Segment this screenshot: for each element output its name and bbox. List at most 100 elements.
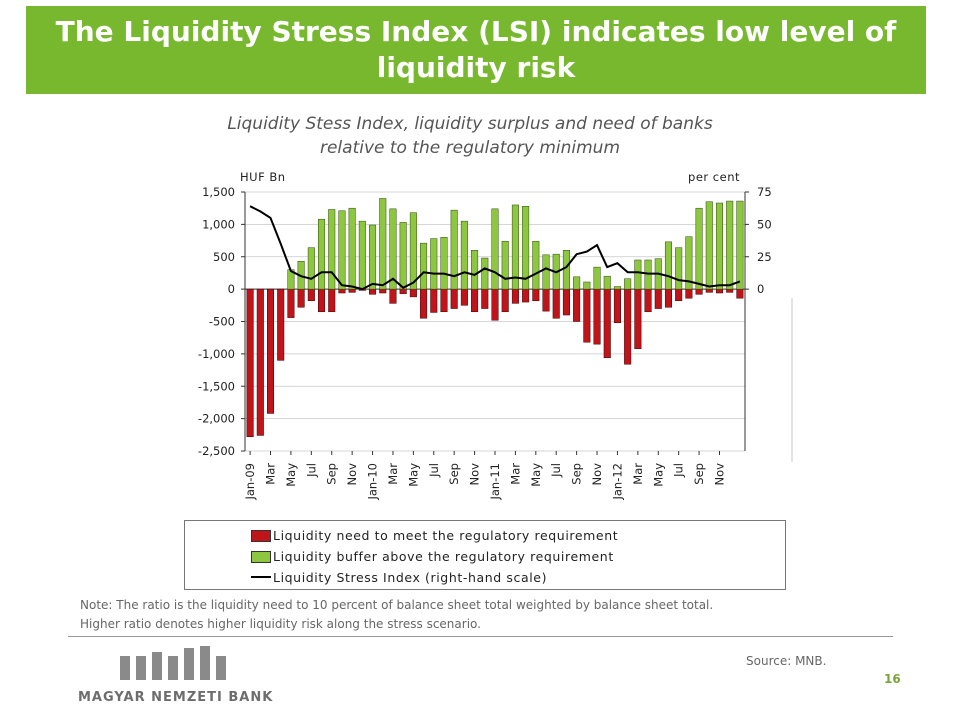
x-tick-label: Nov <box>713 463 727 486</box>
buffer-bar <box>715 202 724 290</box>
need-bar <box>624 288 632 365</box>
legend-swatch-buffer <box>251 551 271 563</box>
legend-item-lsi: Liquidity Stress Index (right-hand scale… <box>251 567 548 587</box>
need-bar <box>256 288 264 436</box>
buffer-bar <box>685 236 693 290</box>
need-bar <box>552 288 560 319</box>
need-bar <box>471 288 479 313</box>
lsi-chart: 1,5001,0005000-500-1,000-1,500-2,000-2,5… <box>198 170 793 501</box>
buffer-bar <box>542 254 550 290</box>
need-bar <box>338 288 346 294</box>
need-bar <box>297 288 305 308</box>
need-bar <box>654 288 662 309</box>
need-bar <box>481 288 489 309</box>
need-bar <box>246 288 254 438</box>
source-note: Source: MNB. <box>746 654 827 668</box>
mnb-logo: MAGYAR NEMZETI BANK <box>68 642 278 714</box>
x-tick-label: Sep <box>570 463 584 485</box>
buffer-bar <box>440 237 448 290</box>
x-tick-label: Mar <box>386 463 400 485</box>
need-bar <box>369 288 377 295</box>
buffer-bar <box>450 209 458 290</box>
legend-label-need: Liquidity need to meet the regulatory re… <box>273 527 619 543</box>
need-bar <box>389 288 397 304</box>
lsi-line <box>249 205 741 291</box>
footer-divider <box>68 636 893 637</box>
logo-text: MAGYAR NEMZETI BANK <box>78 690 274 705</box>
need-bar <box>573 288 581 322</box>
buffer-bar <box>369 224 377 290</box>
need-bar <box>685 288 693 299</box>
x-tick-label: Sep <box>447 463 461 485</box>
x-tick-label: May <box>406 463 420 487</box>
x-tick-label: Mar <box>631 463 645 485</box>
buffer-bar <box>328 209 336 290</box>
left-tick-label: -2,000 <box>198 412 235 426</box>
buffer-bar <box>634 259 642 290</box>
x-tick-label: Nov <box>345 463 359 486</box>
need-bar <box>593 288 601 345</box>
note-line-1: Note: The ratio is the liquidity need to… <box>80 598 714 612</box>
chart-note: Note: The ratio is the liquidity need to… <box>80 596 880 634</box>
x-tick-label: Jul <box>304 463 318 478</box>
buffer-bar <box>471 250 479 290</box>
buffer-bar <box>736 200 744 290</box>
buffer-bar <box>389 208 397 290</box>
need-bar <box>562 288 570 316</box>
mnb-logo-icon <box>120 646 226 680</box>
x-tick-label: Nov <box>590 463 604 486</box>
left-tick-label: 1,500 <box>202 185 235 199</box>
buffer-bar <box>358 220 366 290</box>
buffer-bar <box>593 266 601 290</box>
need-bar <box>430 288 438 313</box>
need-bar <box>705 288 713 293</box>
buffer-bar <box>348 207 356 290</box>
left-tick-label: 500 <box>213 250 235 264</box>
buffer-bar <box>624 278 632 290</box>
chart-subtitle-line-1: Liquidity Stess Index, liquidity surplus… <box>227 114 713 134</box>
need-bar <box>675 288 683 302</box>
buffer-bar <box>573 276 581 290</box>
buffer-bar <box>379 198 387 290</box>
buffer-bar <box>695 207 703 290</box>
x-tick-label: May <box>529 463 543 487</box>
need-bar <box>715 288 724 294</box>
legend-swatch-lsi <box>251 576 271 578</box>
left-tick-label: 1,000 <box>202 217 235 231</box>
left-tick-label: 0 <box>228 282 235 296</box>
need-bar <box>266 288 275 414</box>
note-line-2: Higher ratio denotes higher liquidity ri… <box>80 617 481 631</box>
buffer-bar <box>491 208 499 290</box>
need-bar <box>399 288 407 294</box>
x-tick-label: Jul <box>427 463 441 478</box>
need-bar <box>307 288 315 302</box>
buffer-bar <box>675 247 683 290</box>
need-bar <box>726 288 734 293</box>
left-axis-unit: HUF Bn <box>240 170 286 184</box>
x-tick-label: Jan-12 <box>610 463 624 501</box>
need-bar <box>634 288 642 349</box>
left-tick-label: -1,000 <box>198 347 235 361</box>
chart-subtitle-line-2: relative to the regulatory minimum <box>319 138 621 158</box>
x-tick-label: Jan-11 <box>488 463 502 501</box>
left-tick-label: -2,500 <box>198 444 235 458</box>
need-bar <box>348 288 356 293</box>
need-bar <box>501 288 509 313</box>
need-bar <box>409 288 417 298</box>
need-bar <box>736 288 744 299</box>
need-bar <box>491 288 499 321</box>
right-tick-label: 0 <box>757 282 764 296</box>
x-tick-label: May <box>284 463 298 487</box>
need-bar <box>420 288 428 319</box>
right-tick-label: 50 <box>757 217 772 231</box>
buffer-bar <box>583 281 591 290</box>
need-bar <box>695 288 703 295</box>
slide-title-line-2: liquidity risk <box>376 51 576 84</box>
right-axis-unit: per cent <box>688 170 740 184</box>
x-tick-label: Jan-09 <box>243 463 257 501</box>
x-tick-label: Jan-10 <box>366 463 380 501</box>
need-bar <box>613 288 621 324</box>
legend-label-lsi: Liquidity Stress Index (right-hand scale… <box>273 569 548 585</box>
legend-label-buffer: Liquidity buffer above the regulatory re… <box>273 548 614 564</box>
buffer-bar <box>511 204 519 290</box>
